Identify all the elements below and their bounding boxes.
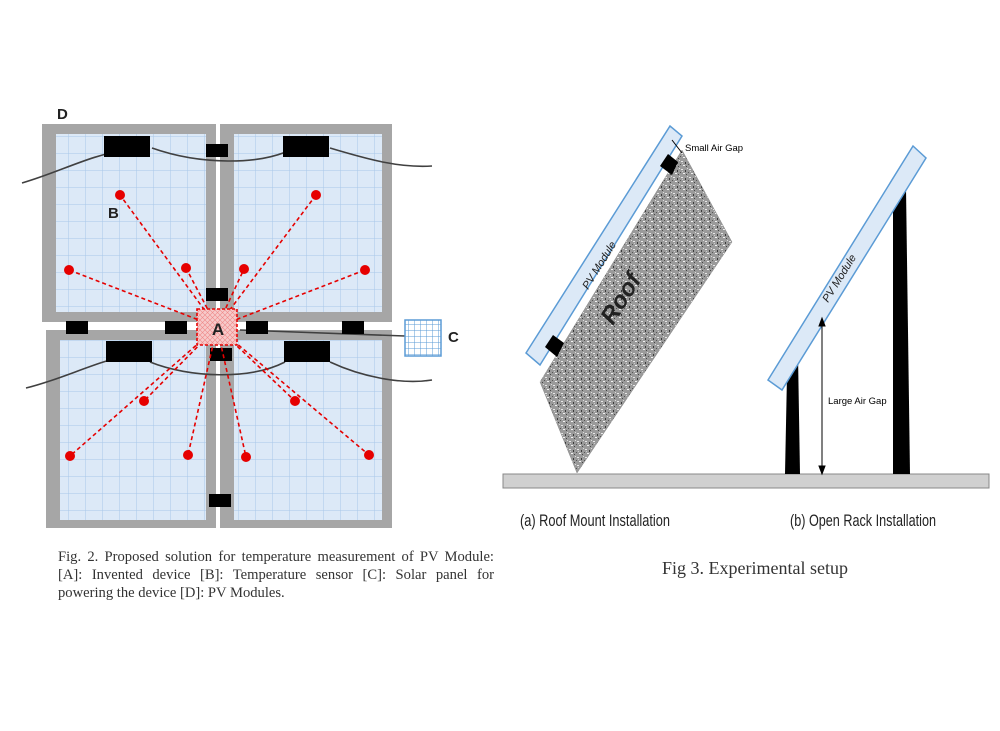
powering-solar-panel [404, 319, 442, 357]
pv-module-roof [525, 124, 683, 367]
pv-module-top-right [220, 124, 392, 322]
label-c: C [448, 329, 459, 346]
small-gap-marker [671, 139, 683, 154]
label-b: B [108, 205, 119, 222]
fig3-diagram: Small Air Gap PV Module Roof Large Air G… [502, 124, 990, 530]
pv-module-bottom-right [220, 330, 392, 528]
junction-boxes [66, 136, 364, 507]
pv-module-bottom-left [46, 330, 216, 528]
rack-leg-tall [893, 188, 910, 474]
fig2-diagram: A B C D [21, 106, 459, 528]
roof-spacer-bottom [545, 335, 564, 357]
small-gap-label: Small Air Gap [685, 143, 743, 154]
large-gap-arrow [818, 316, 826, 476]
ground-surface [502, 473, 990, 489]
temperature-sensors [64, 190, 374, 462]
subcaption-open-rack: (b) Open Rack Installation [790, 512, 936, 530]
subcaption-roof-mount: (a) Roof Mount Installation [520, 512, 670, 530]
open-rack-setup: Large Air Gap PV Module [766, 144, 927, 476]
invented-device [196, 308, 238, 346]
label-d: D [57, 106, 68, 123]
roof-mount-setup: Small Air Gap PV Module Roof [525, 124, 743, 474]
fig2-caption: Fig. 2. Proposed solution for temperatur… [58, 549, 494, 601]
large-gap-label: Large Air Gap [828, 396, 887, 407]
rack-leg-short [785, 355, 800, 474]
roof-spacer-top [660, 154, 678, 175]
label-a: A [212, 320, 224, 339]
roof-surface [539, 149, 733, 474]
pv-module-rack [766, 144, 927, 392]
fig3-caption: Fig 3. Experimental setup [662, 558, 848, 578]
